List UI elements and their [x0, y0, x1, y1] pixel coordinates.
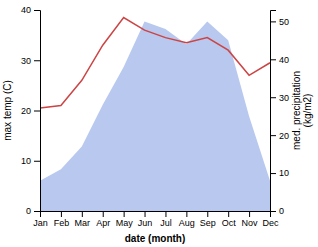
- tick: 50: [270, 17, 289, 27]
- tick-mark: [165, 211, 166, 217]
- tick: 10: [270, 168, 289, 178]
- tick: Aug: [179, 211, 195, 228]
- tick-label: 40: [279, 55, 289, 65]
- marks: [40, 18, 270, 211]
- tick-mark: [270, 21, 276, 22]
- tick-label: Apr: [96, 218, 110, 228]
- tick-mark: [270, 59, 276, 60]
- tick-mark: [270, 135, 276, 136]
- tick: Jun: [138, 211, 153, 228]
- tick: May: [116, 211, 134, 228]
- tick-label: Sep: [200, 218, 216, 228]
- tick-mark: [270, 97, 276, 98]
- x-axis: Jan Feb Mar Apr May Jun Jul Aug Sep Oct NovDec: [33, 211, 279, 228]
- tick: 0: [270, 206, 284, 216]
- tick-label: Feb: [54, 218, 70, 228]
- tick-mark: [270, 211, 276, 212]
- tick-mark: [34, 161, 40, 162]
- tick-mark: [82, 211, 83, 217]
- tick-label: 30: [21, 56, 31, 66]
- y-axis: 0 10 20 30 40: [21, 5, 41, 216]
- axis-line: [271, 11, 277, 212]
- tick-mark: [124, 211, 125, 217]
- tick-label: Jul: [160, 218, 172, 228]
- tick: 20: [21, 106, 40, 116]
- precipitation-area: [40, 21, 270, 211]
- tick-mark: [249, 211, 250, 217]
- axis-line: [41, 212, 271, 218]
- tick: Apr: [96, 211, 110, 228]
- tick: Dec: [262, 211, 279, 228]
- tick: 40: [21, 5, 40, 15]
- tick: 0: [26, 206, 40, 216]
- chart: JanFebMarAprMayJunJulAugSepOctNovDec0102…: [0, 0, 318, 247]
- tick: 30: [21, 56, 40, 66]
- tick: Feb: [54, 211, 70, 228]
- tick-mark: [228, 211, 229, 217]
- tick-label: Jun: [138, 218, 153, 228]
- tick: 10: [21, 156, 40, 166]
- tick-label: 20: [21, 106, 31, 116]
- tick-label: Nov: [242, 218, 259, 228]
- y2-axis: 0 10 20 30 40 50: [270, 11, 289, 217]
- tick: Oct: [222, 211, 237, 228]
- tick-label: Oct: [222, 218, 237, 228]
- tick: Jul: [160, 211, 172, 228]
- tick-mark: [207, 211, 208, 217]
- tick-label: 50: [279, 17, 289, 27]
- tick: Mar: [75, 211, 91, 228]
- tick: Jan: [33, 211, 48, 228]
- tick: Nov: [242, 211, 259, 228]
- tick: 20: [270, 131, 289, 141]
- plot: JanFebMarAprMayJunJulAugSepOctNovDec0102…: [2, 5, 313, 244]
- tick: 40: [270, 55, 289, 65]
- tick-label: 0: [279, 206, 284, 216]
- tick: Sep: [200, 211, 216, 228]
- tick-mark: [186, 211, 187, 217]
- x-axis-title: date (month): [125, 233, 186, 244]
- tick-label: Jan: [33, 218, 48, 228]
- tick-mark: [34, 111, 40, 112]
- tick-mark: [34, 60, 40, 61]
- tick-mark: [145, 211, 146, 217]
- tick-label: 20: [279, 131, 289, 141]
- temperature-line: [40, 18, 270, 108]
- y2-axis-title-line: (kg/m2): [302, 94, 313, 128]
- tick-label: 0: [26, 206, 31, 216]
- tick-label: May: [116, 218, 134, 228]
- tick-label: Mar: [75, 218, 91, 228]
- tick: 30: [270, 93, 289, 103]
- tick-label: 40: [21, 5, 31, 15]
- tick-mark: [103, 211, 104, 217]
- y2-axis-title-line: med. precipitation: [291, 71, 302, 150]
- tick-mark: [34, 10, 40, 11]
- tick-label: 30: [279, 93, 289, 103]
- y2-axis-title: med. precipitation(kg/m2): [291, 71, 313, 150]
- tick-mark: [34, 211, 40, 212]
- tick-mark: [270, 173, 276, 174]
- tick-label: Dec: [262, 218, 279, 228]
- tick-label: 10: [279, 168, 289, 178]
- tick-label: Aug: [179, 218, 195, 228]
- axis-line: [34, 11, 41, 212]
- tick-mark: [61, 211, 62, 217]
- tick-label: 10: [21, 156, 31, 166]
- y-axis-title: max temp (C): [2, 80, 13, 141]
